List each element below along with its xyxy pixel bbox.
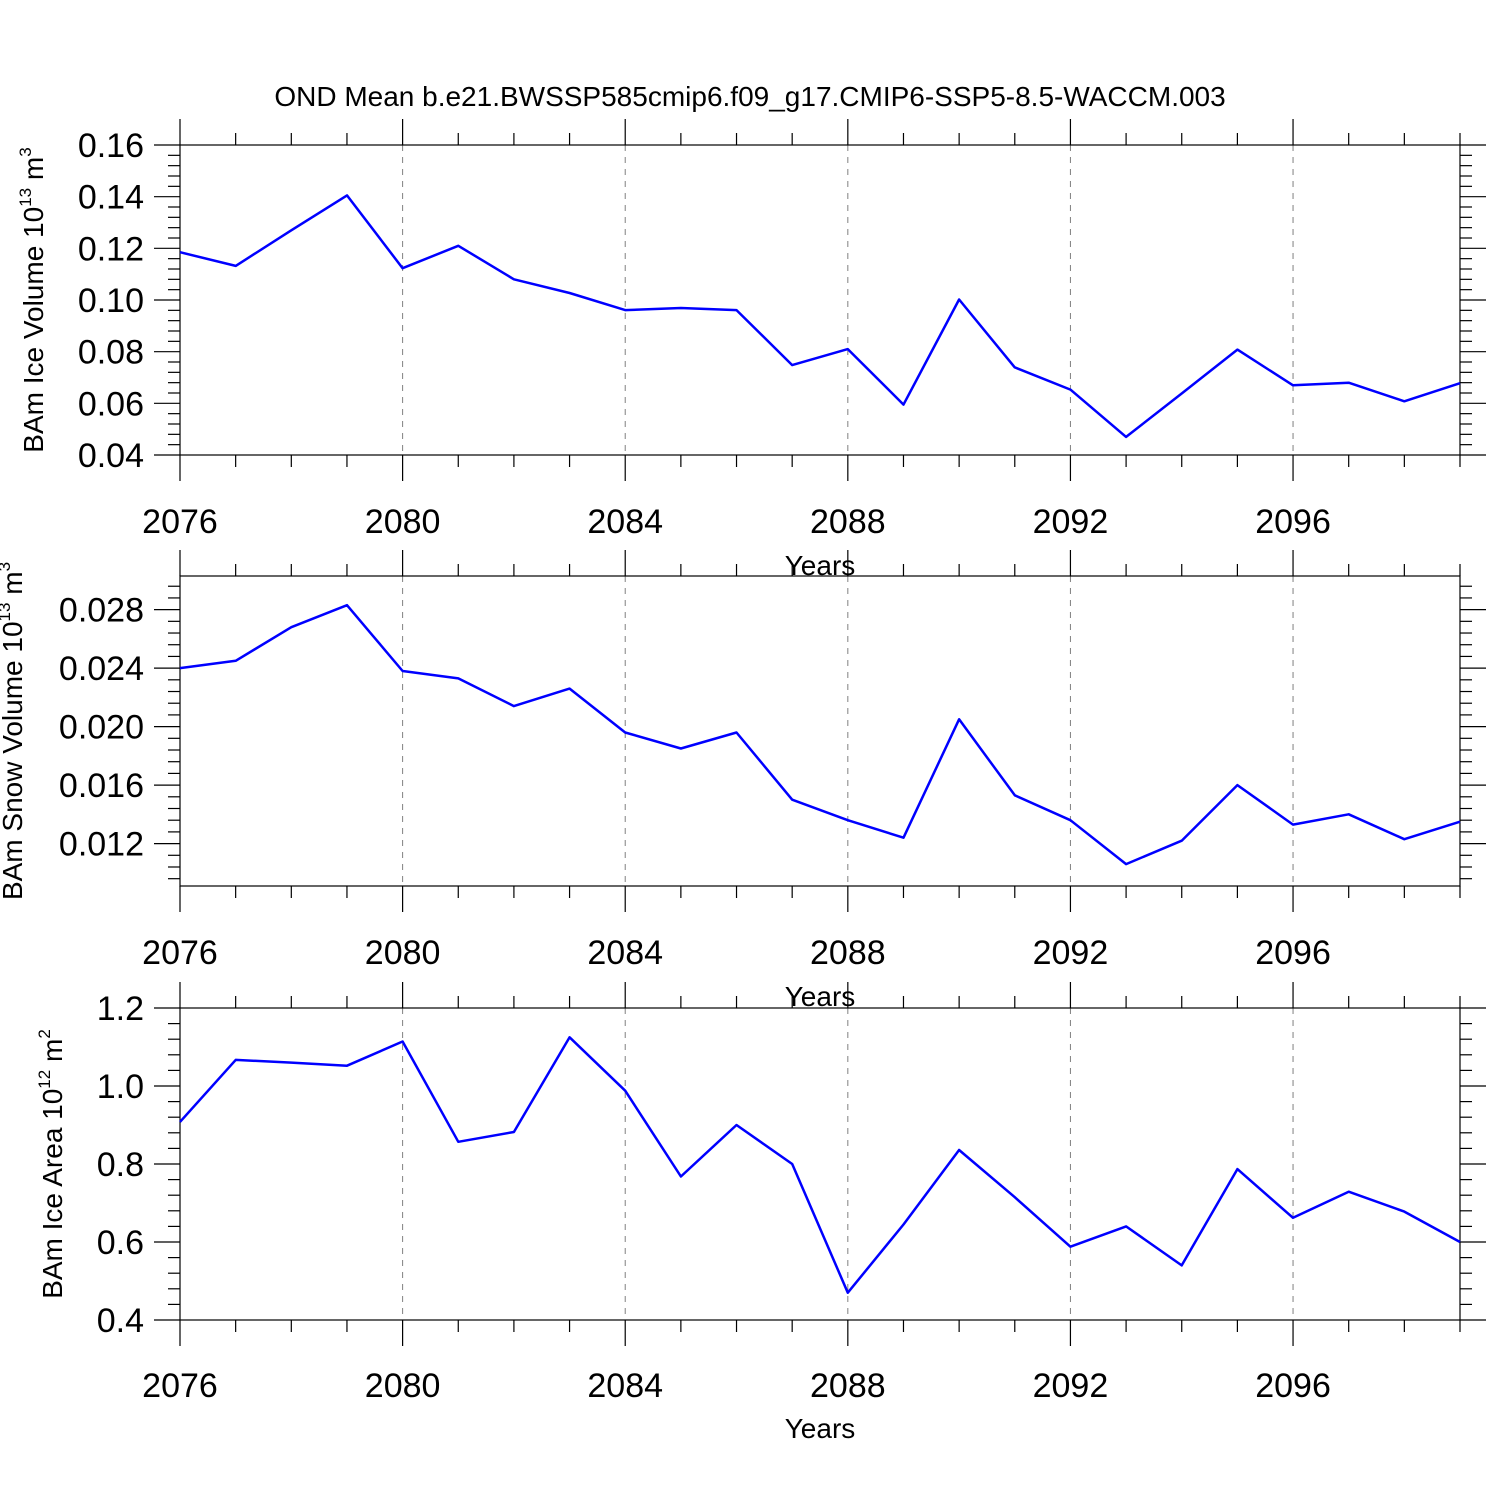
- y-tick-label: 0.4: [97, 1302, 144, 1340]
- y-axis-label: BAm Snow Volume 1013 m3: [0, 562, 28, 900]
- y-tick-label: 0.024: [59, 650, 144, 688]
- x-tick-label: 2080: [365, 934, 441, 972]
- y-axis-label-unit: m: [0, 571, 28, 602]
- x-tick-label: 2096: [1255, 934, 1331, 972]
- y-tick-label: 0.028: [59, 592, 144, 630]
- y-tick-label: 1.0: [97, 1068, 144, 1106]
- y-tick-label: 0.10: [78, 282, 144, 320]
- series-line: [179, 603, 1461, 866]
- y-axis-label-base: BAm Snow Volume 10: [0, 621, 28, 900]
- y-axis-label: BAm Ice Area 1012 m2: [35, 1029, 68, 1299]
- x-tick-label: 2076: [142, 1367, 218, 1405]
- y-tick-label: 0.8: [97, 1146, 144, 1184]
- x-axis-label: Years: [785, 1413, 856, 1444]
- y-tick-label: 0.016: [59, 767, 144, 805]
- x-tick-label: 2092: [1033, 1367, 1109, 1405]
- x-tick-label: 2084: [587, 1367, 663, 1405]
- series-line: [179, 194, 1461, 439]
- plot-frame: [179, 575, 1461, 887]
- y-axis-label-unit_exp: 3: [0, 562, 14, 571]
- x-tick-label: 2080: [365, 1367, 441, 1405]
- x-tick-label: 2076: [142, 503, 218, 541]
- y-axis-label-exp: 12: [35, 1070, 54, 1089]
- y-axis-label-exp: 13: [16, 188, 35, 207]
- series-line: [179, 1036, 1461, 1294]
- x-tick-label: 2080: [365, 503, 441, 541]
- y-axis-label-base: BAm Ice Volume 10: [18, 207, 49, 453]
- y-axis-label-unit: m: [37, 1039, 68, 1070]
- y-tick-label: 0.012: [59, 826, 144, 864]
- y-axis-label-base: BAm Ice Area 10: [37, 1089, 68, 1299]
- y-tick-label: 0.14: [78, 179, 144, 217]
- x-tick-label: 2088: [810, 934, 886, 972]
- x-tick-label: 2084: [587, 503, 663, 541]
- x-tick-label: 2096: [1255, 503, 1331, 541]
- x-tick-label: 2088: [810, 503, 886, 541]
- panels: 0.04 0.06 0.08 0.10 0.12 0.14 0.16 2076 2080 2084…: [0, 119, 1486, 1444]
- y-axis-label-unit: m: [18, 157, 49, 188]
- y-tick-label: 0.12: [78, 230, 144, 268]
- y-tick-label: 1.2: [97, 990, 144, 1028]
- chart-title: OND Mean b.e21.BWSSP585cmip6.f09_g17.CMI…: [274, 81, 1225, 112]
- x-axis-label: Years: [785, 981, 856, 1012]
- y-tick-label: 0.020: [59, 709, 144, 747]
- y-tick-label: 0.6: [97, 1224, 144, 1262]
- panel-2: 0.012 0.016 0.020 0.024 0.028 2076 2080 2084 208…: [0, 550, 1486, 1012]
- x-tick-label: 2076: [142, 934, 218, 972]
- panel-3: 0.4 0.6 0.8 1.0 1.2 2076 2080 2084 2088 2092 2096 Y…: [35, 982, 1486, 1444]
- y-tick-label: 0.06: [78, 385, 144, 423]
- plot-frame: [179, 144, 1461, 456]
- panel-1: 0.04 0.06 0.08 0.10 0.12 0.14 0.16 2076 2080 2084…: [16, 119, 1486, 581]
- x-tick-label: 2092: [1033, 934, 1109, 972]
- y-tick-label: 0.16: [78, 127, 144, 165]
- y-tick-label: 0.08: [78, 334, 144, 372]
- x-tick-label: 2096: [1255, 1367, 1331, 1405]
- y-axis-label-unit_exp: 3: [16, 147, 35, 156]
- y-tick-label: 0.04: [78, 437, 144, 475]
- y-axis-label-unit_exp: 2: [35, 1029, 54, 1038]
- y-axis-label-exp: 13: [0, 603, 14, 622]
- x-tick-label: 2084: [587, 934, 663, 972]
- x-tick-label: 2088: [810, 1367, 886, 1405]
- x-tick-label: 2092: [1033, 503, 1109, 541]
- y-axis-label: BAm Ice Volume 1013 m3: [16, 147, 49, 452]
